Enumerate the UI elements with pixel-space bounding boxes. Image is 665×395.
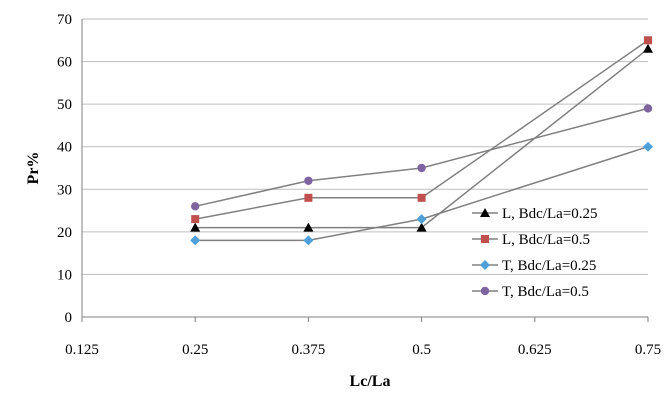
y-axis-title: Pr%	[25, 152, 42, 185]
x-axis-title: Lc/La	[350, 373, 391, 390]
data-point	[643, 104, 653, 113]
data-point	[416, 214, 427, 225]
data-point	[644, 36, 652, 45]
x-tick-label: 0.75	[635, 342, 661, 358]
data-point	[190, 235, 201, 246]
legend-marker	[480, 286, 490, 296]
data-point	[191, 215, 200, 224]
legend-label: T, Bdc/La=0.25	[502, 258, 596, 274]
y-tick-label: 50	[57, 97, 72, 113]
data-point	[190, 222, 201, 232]
y-tick-labels: 0 10 20 30 40 50 60 70	[57, 12, 72, 326]
y-tick-label: 60	[57, 55, 72, 71]
x-tick-label: 0.625	[518, 342, 552, 358]
legend-marker	[480, 260, 490, 270]
series-line	[195, 107, 649, 208]
data-point	[304, 176, 313, 185]
y-tick-label: 30	[57, 182, 72, 198]
x-tick-label: 0.25	[182, 342, 208, 358]
y-tick-label: 20	[57, 225, 72, 241]
x-tick-label: 0.375	[292, 342, 326, 358]
data-point	[303, 222, 314, 232]
data-point	[303, 235, 314, 246]
data-point	[417, 193, 426, 202]
data-point	[191, 202, 200, 211]
y-tick-label: 40	[57, 140, 72, 156]
legend-label: L, Bdc/La=0.25	[502, 206, 598, 222]
x-tick-label: 0.5	[412, 342, 431, 358]
y-tick-label: 70	[57, 12, 72, 28]
axes	[81, 19, 649, 322]
x-tick-label: 0.125	[65, 342, 99, 358]
data-point	[643, 43, 653, 53]
legend-marker	[481, 235, 489, 243]
series-lines	[195, 39, 649, 242]
series-line	[195, 145, 649, 242]
legend-label: L, Bdc/La=0.5	[502, 232, 590, 248]
data-point	[643, 141, 653, 152]
series-markers	[190, 36, 653, 246]
data-point	[304, 193, 313, 202]
legend: L, Bdc/La=0.25 L, Bdc/La=0.5 T, Bdc/La=0.2…	[472, 206, 598, 300]
y-tick-label: 0	[65, 310, 73, 326]
gridlines	[82, 18, 648, 275]
data-point	[416, 222, 427, 232]
y-tick-label: 10	[57, 267, 72, 283]
series-line	[195, 39, 649, 220]
legend-marker	[480, 208, 490, 217]
x-tick-labels: 0.125 0.25 0.375 0.5 0.625 0.75	[65, 342, 661, 358]
data-point	[417, 163, 426, 173]
legend-label: T, Bdc/La=0.5	[502, 284, 589, 300]
